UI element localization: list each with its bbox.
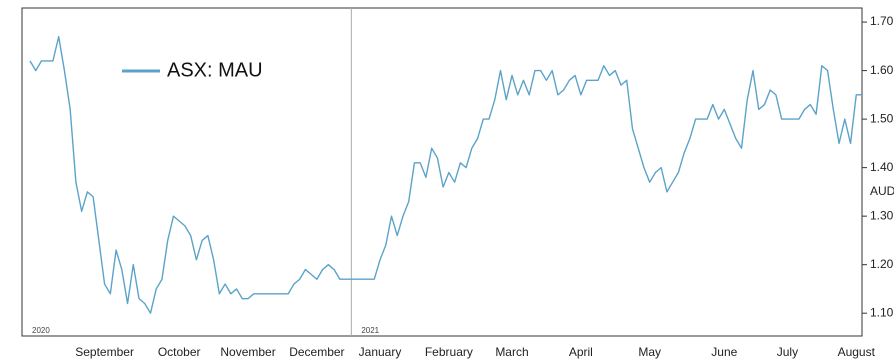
x-tick-label: August	[838, 345, 876, 359]
x-tick-label: February	[425, 345, 473, 359]
year-label: 2021	[361, 326, 379, 335]
y-tick-label: 1.10	[870, 305, 894, 319]
x-tick-label: November	[220, 345, 275, 359]
year-label: 2020	[32, 326, 50, 335]
y-tick-label: 1.20	[870, 257, 894, 271]
x-tick-label: September	[75, 345, 134, 359]
x-tick-label: October	[158, 345, 201, 359]
legend-label: ASX: MAU	[167, 59, 263, 81]
x-tick-label: May	[638, 345, 661, 359]
y-axis-label: AUD	[870, 184, 894, 198]
x-tick-label: January	[359, 345, 402, 359]
plot-frame	[21, 7, 863, 337]
y-tick-label: 1.30	[870, 208, 894, 222]
line-series	[29, 35, 862, 314]
x-tick-label: December	[289, 345, 344, 359]
x-tick-label: July	[777, 345, 798, 359]
y-tick-label: 1.60	[870, 63, 894, 77]
y-tick-label: 1.70	[870, 14, 894, 28]
y-tick-label: 1.40	[870, 160, 894, 174]
x-tick-label: June	[711, 345, 737, 359]
x-tick-label: March	[495, 345, 528, 359]
y-tick-label: 1.50	[870, 111, 894, 125]
x-tick-label: April	[569, 345, 593, 359]
